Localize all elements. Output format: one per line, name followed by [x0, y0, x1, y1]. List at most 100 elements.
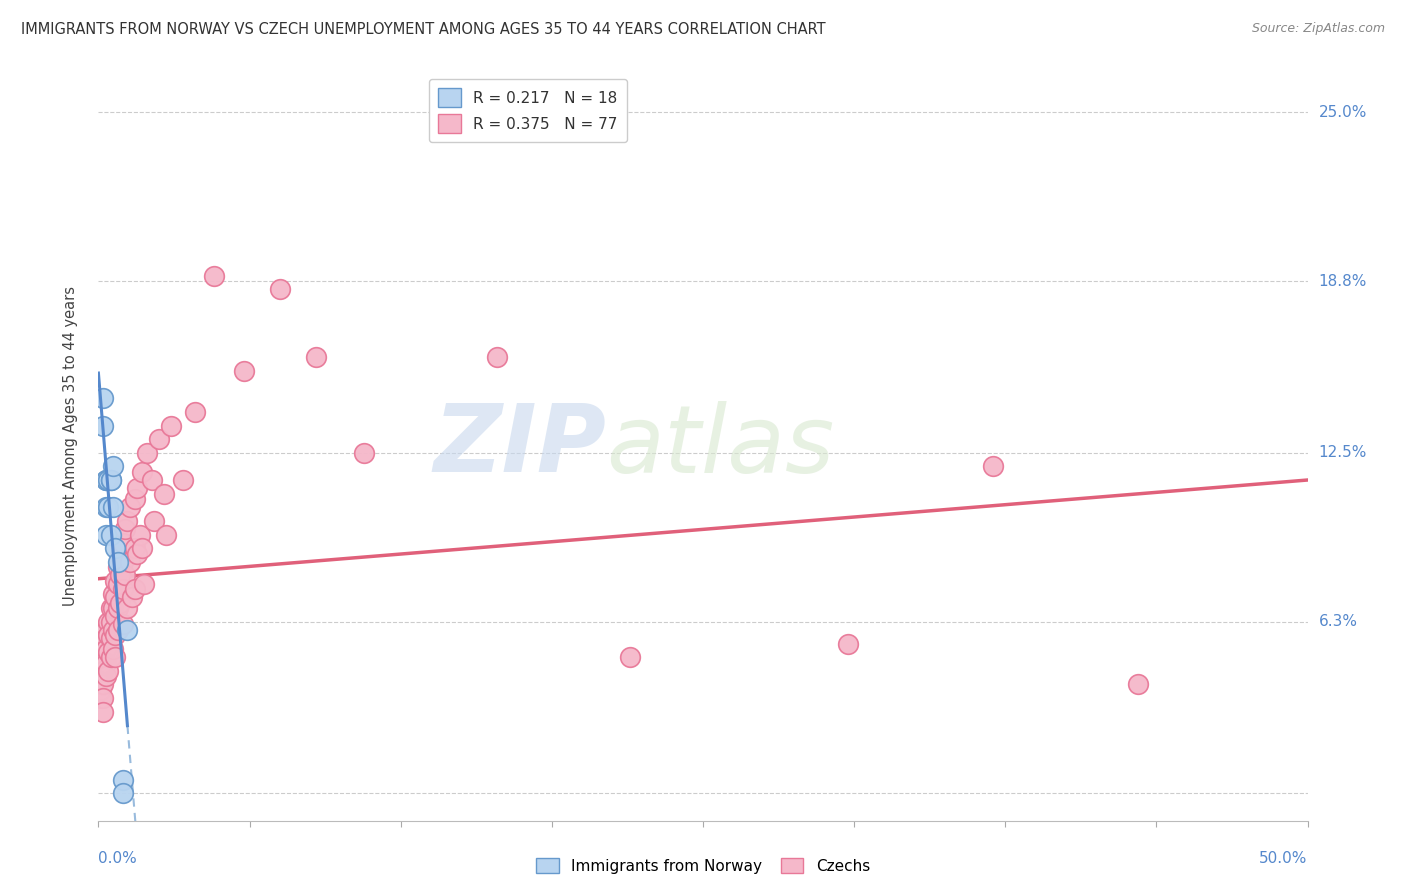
Point	[619, 650, 641, 665]
Text: 6.3%: 6.3%	[1319, 615, 1358, 629]
Point	[108, 596, 131, 610]
Point	[117, 514, 139, 528]
Point	[94, 623, 117, 637]
Point	[91, 418, 114, 433]
Y-axis label: Unemployment Among Ages 35 to 44 years: Unemployment Among Ages 35 to 44 years	[63, 286, 77, 606]
Point	[94, 631, 117, 645]
Point	[124, 582, 146, 596]
Text: ZIP: ZIP	[433, 400, 606, 492]
Point	[108, 549, 131, 564]
Point	[107, 555, 129, 569]
Point	[111, 582, 134, 596]
Point	[204, 268, 226, 283]
Point	[100, 650, 122, 665]
Point	[101, 500, 124, 515]
Point	[108, 568, 131, 582]
Point	[131, 465, 153, 479]
Text: 50.0%: 50.0%	[1260, 851, 1308, 866]
Point	[269, 282, 291, 296]
Point	[100, 601, 122, 615]
Point	[184, 405, 207, 419]
Text: 0.0%: 0.0%	[98, 851, 138, 866]
Point	[104, 574, 127, 588]
Point	[111, 555, 134, 569]
Point	[121, 591, 143, 605]
Point	[107, 623, 129, 637]
Point	[111, 772, 134, 787]
Point	[160, 418, 183, 433]
Point	[100, 615, 122, 629]
Point	[90, 691, 112, 706]
Point	[155, 527, 177, 541]
Point	[100, 527, 122, 541]
Point	[91, 656, 114, 670]
Point	[104, 628, 127, 642]
Point	[100, 473, 122, 487]
Point	[97, 473, 120, 487]
Point	[101, 587, 124, 601]
Point	[100, 473, 122, 487]
Legend: Immigrants from Norway, Czechs: Immigrants from Norway, Czechs	[530, 852, 876, 880]
Point	[101, 601, 124, 615]
Point	[100, 631, 122, 645]
Text: 12.5%: 12.5%	[1319, 445, 1367, 460]
Point	[305, 351, 328, 365]
Point	[837, 636, 859, 650]
Point	[152, 486, 174, 500]
Point	[117, 601, 139, 615]
Point	[91, 705, 114, 719]
Point	[131, 541, 153, 556]
Point	[135, 446, 157, 460]
Point	[90, 664, 112, 678]
Point	[104, 541, 127, 556]
Point	[128, 527, 150, 541]
Point	[91, 691, 114, 706]
Point	[94, 656, 117, 670]
Point	[127, 481, 149, 495]
Point	[486, 351, 509, 365]
Point	[90, 677, 112, 691]
Point	[172, 473, 194, 487]
Point	[117, 623, 139, 637]
Point	[124, 541, 146, 556]
Text: IMMIGRANTS FROM NORWAY VS CZECH UNEMPLOYMENT AMONG AGES 35 TO 44 YEARS CORRELATI: IMMIGRANTS FROM NORWAY VS CZECH UNEMPLOY…	[21, 22, 825, 37]
Point	[148, 432, 170, 446]
Point	[134, 576, 156, 591]
Point	[97, 500, 120, 515]
Point	[90, 682, 112, 697]
Point	[353, 446, 375, 460]
Point	[232, 364, 254, 378]
Point	[107, 576, 129, 591]
Point	[91, 677, 114, 691]
Point	[104, 591, 127, 605]
Point	[97, 664, 120, 678]
Point	[97, 645, 120, 659]
Point	[94, 642, 117, 657]
Point	[104, 609, 127, 624]
Point	[111, 535, 134, 549]
Point	[94, 473, 117, 487]
Point	[127, 547, 149, 561]
Point	[94, 500, 117, 515]
Point	[94, 473, 117, 487]
Legend: R = 0.217   N = 18, R = 0.375   N = 77: R = 0.217 N = 18, R = 0.375 N = 77	[429, 79, 627, 142]
Point	[107, 560, 129, 574]
Text: 18.8%: 18.8%	[1319, 274, 1367, 289]
Point	[141, 473, 163, 487]
Point	[111, 786, 134, 800]
Point	[114, 522, 136, 536]
Point	[101, 623, 124, 637]
Point	[91, 664, 114, 678]
Point	[101, 642, 124, 657]
Point	[101, 459, 124, 474]
Point	[1128, 677, 1150, 691]
Text: 25.0%: 25.0%	[1319, 104, 1367, 120]
Point	[124, 492, 146, 507]
Point	[111, 617, 134, 632]
Point	[97, 628, 120, 642]
Point	[94, 527, 117, 541]
Text: Source: ZipAtlas.com: Source: ZipAtlas.com	[1251, 22, 1385, 36]
Point	[114, 568, 136, 582]
Point	[97, 615, 120, 629]
Point	[107, 601, 129, 615]
